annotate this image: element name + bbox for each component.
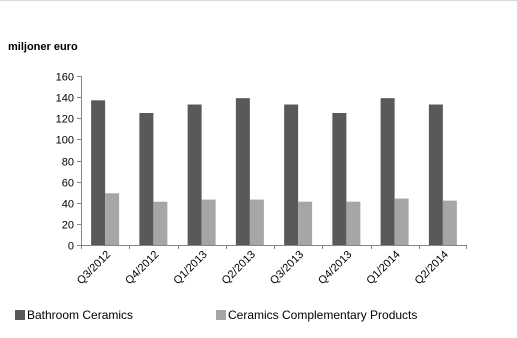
y-tick-label: 100 xyxy=(56,135,74,147)
x-tick-label: Q1/2014 xyxy=(364,249,402,287)
bar-complementary-products xyxy=(298,201,313,245)
x-tick-label: Q3/2012 xyxy=(75,249,113,287)
legend-swatch xyxy=(216,310,226,320)
x-tick-label: Q3/2013 xyxy=(268,249,306,287)
bar-complementary-products xyxy=(442,200,457,245)
legend-label: Ceramics Complementary Products xyxy=(228,308,417,322)
bar-bathroom-ceramics xyxy=(91,100,106,245)
y-tick-label: 120 xyxy=(56,114,74,126)
x-tick-label: Q4/2012 xyxy=(123,249,161,287)
bar-complementary-products xyxy=(394,198,409,245)
bar-complementary-products xyxy=(249,199,264,245)
bar-complementary-products xyxy=(105,193,120,245)
bar-bathroom-ceramics xyxy=(139,112,154,245)
chart-title: miljoner euro xyxy=(8,41,78,53)
y-tick-label: 40 xyxy=(62,199,74,211)
bar-bathroom-ceramics xyxy=(235,98,250,246)
y-axis: 0 20 40 60 80 100 120 140 160 xyxy=(56,72,82,253)
bars xyxy=(91,98,457,246)
legend-label: Bathroom Ceramics xyxy=(27,308,133,322)
bar-complementary-products xyxy=(201,199,216,245)
y-tick-label: 60 xyxy=(62,178,74,190)
bar-bathroom-ceramics xyxy=(284,104,299,245)
x-tick-label: Q2/2014 xyxy=(413,249,451,287)
x-axis: Q3/2012 Q4/2012 Q1/2013 Q2/2013 Q3/2013 Q4/20… xyxy=(75,245,467,287)
bar-complementary-products xyxy=(153,201,168,245)
y-tick-label: 80 xyxy=(62,157,74,169)
bar-bathroom-ceramics xyxy=(332,112,347,245)
y-tick-label: 160 xyxy=(56,72,74,84)
bar-bathroom-ceramics xyxy=(380,98,395,246)
y-tick-label: 140 xyxy=(56,93,74,105)
bar-bathroom-ceramics xyxy=(428,104,443,245)
y-tick-label: 0 xyxy=(68,241,74,253)
legend: Bathroom Ceramics Ceramics Complementary … xyxy=(15,308,417,322)
y-tick-label: 20 xyxy=(62,220,74,232)
bar-complementary-products xyxy=(346,201,361,245)
x-tick-label: Q2/2013 xyxy=(220,249,258,287)
bar-bathroom-ceramics xyxy=(187,104,202,245)
x-tick-label: Q4/2013 xyxy=(316,249,354,287)
legend-swatch xyxy=(15,310,25,320)
x-tick-label: Q1/2013 xyxy=(171,249,209,287)
